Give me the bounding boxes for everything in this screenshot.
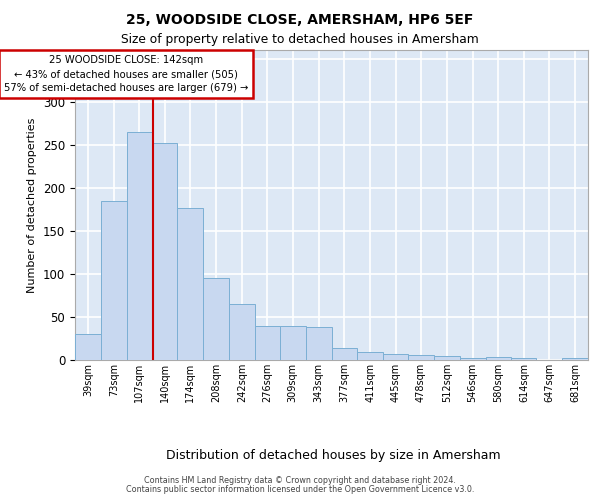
Bar (255, 326, 280, 360)
Bar (75, 334, 101, 360)
Bar (152, 143, 178, 360)
Y-axis label: Number of detached properties: Number of detached properties (28, 118, 37, 292)
Bar (305, 328, 331, 360)
Bar (511, 358, 536, 360)
Bar (178, 208, 203, 360)
Text: 25, WOODSIDE CLOSE, AMERSHAM, HP6 5EF: 25, WOODSIDE CLOSE, AMERSHAM, HP6 5EF (127, 13, 473, 27)
Bar (408, 355, 434, 360)
Text: Contains HM Land Registry data © Crown copyright and database right 2024.: Contains HM Land Registry data © Crown c… (144, 476, 456, 485)
Bar (562, 358, 588, 360)
Bar (358, 352, 383, 360)
Bar (101, 200, 127, 360)
Bar (485, 358, 511, 360)
Bar (383, 354, 408, 360)
Text: Distribution of detached houses by size in Amersham: Distribution of detached houses by size … (166, 449, 500, 462)
Bar (280, 326, 305, 360)
Bar (203, 278, 229, 360)
Bar (331, 348, 358, 360)
Bar (229, 304, 255, 360)
Text: 25 WOODSIDE CLOSE: 142sqm
← 43% of detached houses are smaller (505)
57% of semi: 25 WOODSIDE CLOSE: 142sqm ← 43% of detac… (4, 55, 248, 93)
Text: Size of property relative to detached houses in Amersham: Size of property relative to detached ho… (121, 34, 479, 46)
Text: Contains public sector information licensed under the Open Government Licence v3: Contains public sector information licen… (126, 485, 474, 494)
Bar (127, 132, 152, 360)
Bar (460, 358, 485, 360)
Bar (434, 356, 460, 360)
